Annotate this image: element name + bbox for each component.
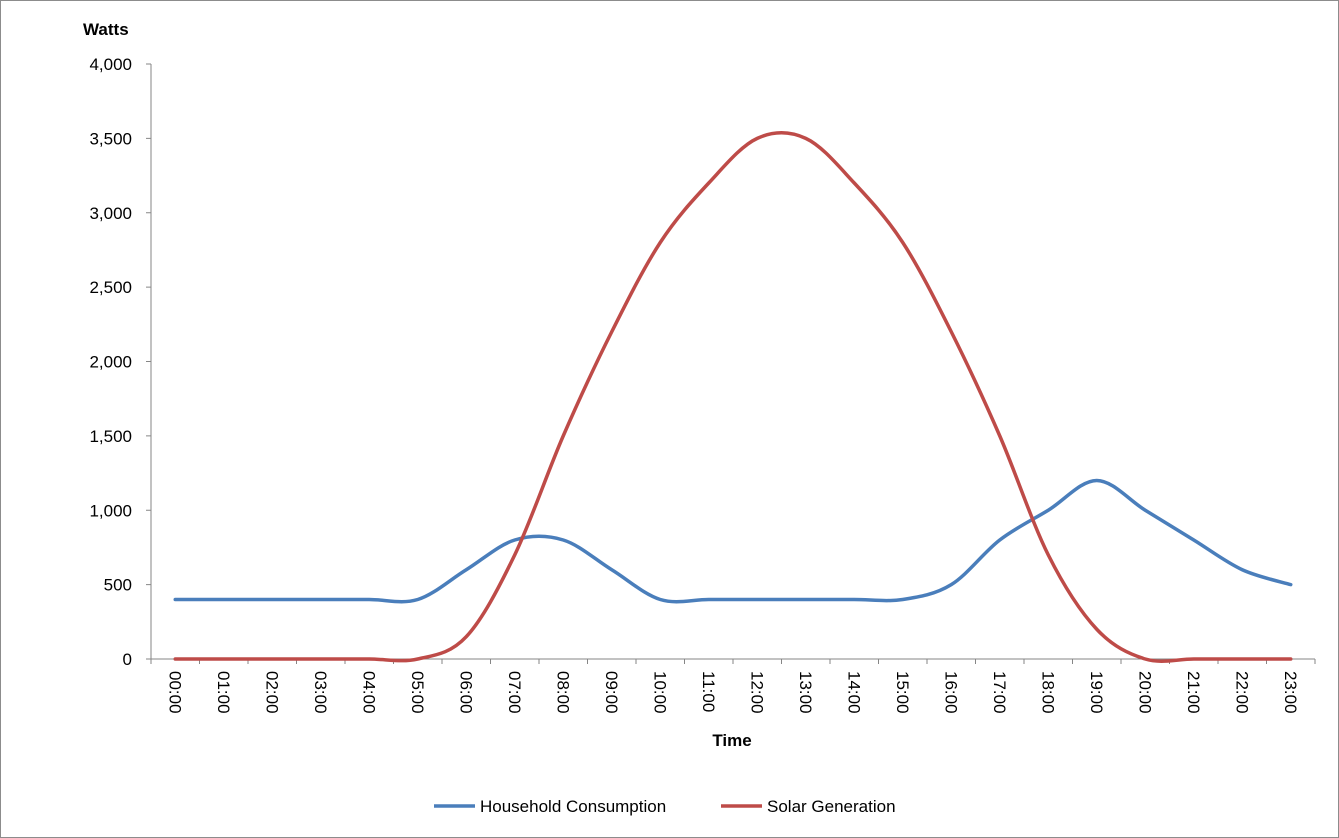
solar-generation-line bbox=[173, 131, 1293, 663]
x-tick-label: 13:00 bbox=[796, 671, 815, 714]
legend: Household Consumption Solar Generation bbox=[434, 797, 896, 816]
x-tick-label: 05:00 bbox=[408, 671, 427, 714]
household-consumption-line bbox=[173, 478, 1293, 604]
x-tick-label: 23:00 bbox=[1281, 671, 1300, 714]
y-tick-label: 2,500 bbox=[89, 278, 132, 297]
x-tick-label: 22:00 bbox=[1232, 671, 1251, 714]
x-axis-ticks: 00:00 01:00 02:00 03:00 04:00 05:00 06:00 07:00… bbox=[150, 659, 1316, 714]
x-tick-label: 00:00 bbox=[165, 671, 184, 714]
x-tick-label: 11:00 bbox=[699, 671, 718, 712]
y-tick-label: 2,000 bbox=[89, 353, 132, 372]
x-tick-label: 02:00 bbox=[262, 671, 281, 714]
axes bbox=[150, 64, 1315, 660]
y-axis-title: Watts bbox=[83, 20, 129, 39]
legend-label-solar-generation: Solar Generation bbox=[767, 797, 896, 816]
y-tick-label: 0 bbox=[123, 650, 132, 669]
x-tick-label: 14:00 bbox=[844, 671, 863, 714]
x-tick-label: 03:00 bbox=[311, 671, 330, 714]
y-tick-label: 3,500 bbox=[89, 129, 132, 148]
x-axis-title: Time bbox=[712, 731, 751, 750]
x-tick-label: 04:00 bbox=[359, 671, 378, 714]
y-tick-label: 4,000 bbox=[89, 55, 132, 74]
y-tick-label: 3,000 bbox=[89, 204, 132, 223]
x-tick-label: 10:00 bbox=[650, 671, 669, 714]
y-tick-label: 1,500 bbox=[89, 427, 132, 446]
y-tick-label: 1,000 bbox=[89, 501, 132, 520]
legend-label-household-consumption: Household Consumption bbox=[480, 797, 666, 816]
x-tick-label: 12:00 bbox=[747, 671, 766, 714]
series-lines bbox=[173, 131, 1293, 663]
x-tick-label: 19:00 bbox=[1087, 671, 1106, 714]
x-tick-label: 01:00 bbox=[214, 671, 233, 714]
y-axis-ticks: 0 500 1,000 1,500 2,000 2,500 3,000 3,500 4,000 bbox=[89, 55, 151, 669]
y-tick-label: 500 bbox=[104, 576, 132, 595]
x-tick-label: 07:00 bbox=[505, 671, 524, 714]
x-tick-label: 08:00 bbox=[553, 671, 572, 714]
x-tick-label: 16:00 bbox=[941, 671, 960, 714]
x-tick-label: 18:00 bbox=[1038, 671, 1057, 714]
x-tick-label: 20:00 bbox=[1135, 671, 1154, 714]
x-tick-label: 15:00 bbox=[893, 671, 912, 714]
x-tick-label: 17:00 bbox=[990, 671, 1009, 714]
x-tick-label: 21:00 bbox=[1184, 671, 1203, 714]
x-tick-label: 06:00 bbox=[456, 671, 475, 714]
x-tick-label: 09:00 bbox=[602, 671, 621, 714]
